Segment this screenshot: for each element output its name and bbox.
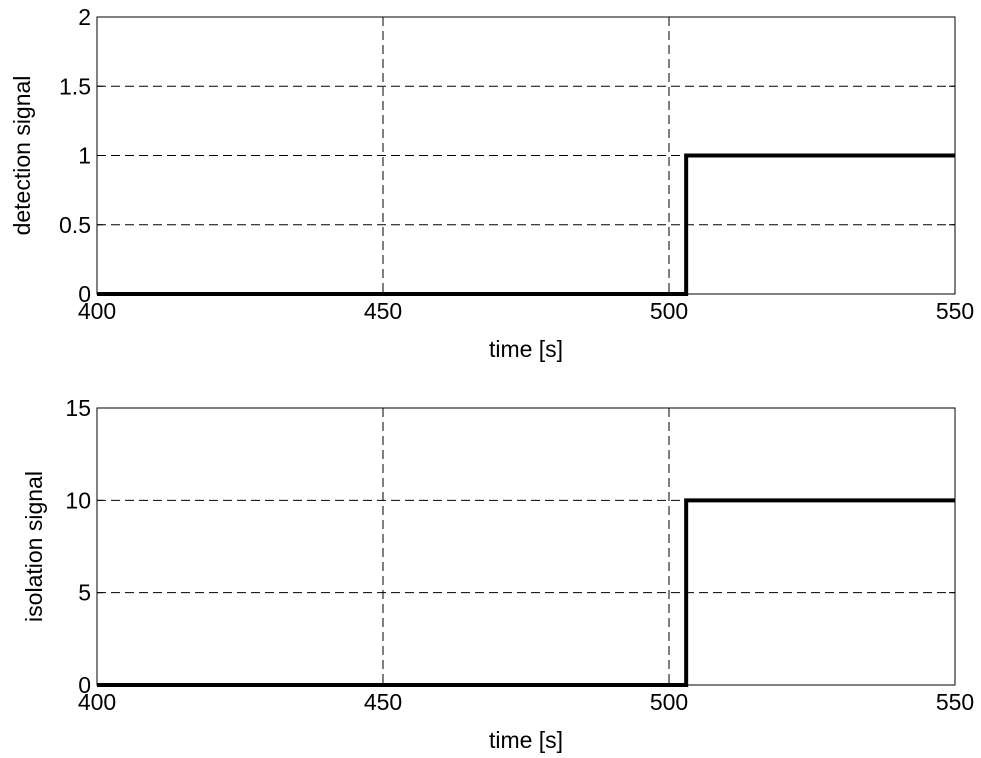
detection-y-ticks: 0 0.5 1 1.5 2 bbox=[59, 4, 955, 307]
detection-chart: 400 450 500 550 0 0.5 1 1.5 2 time [s] detectio… bbox=[9, 4, 974, 362]
isolation-x-tick-label-3: 550 bbox=[936, 689, 974, 715]
isolation-grid bbox=[97, 408, 955, 685]
detection-y-tick-label-1: 0.5 bbox=[59, 212, 91, 238]
detection-x-tick-label-0: 400 bbox=[78, 298, 116, 324]
isolation-x-axis-label: time [s] bbox=[489, 727, 563, 753]
detection-y-tick-label-4: 2 bbox=[78, 4, 91, 30]
isolation-x-tick-label-0: 400 bbox=[78, 689, 116, 715]
isolation-y-axis-label: isolation signal bbox=[21, 471, 47, 622]
isolation-y-tick-label-2: 10 bbox=[65, 487, 91, 513]
isolation-y-tick-label-3: 15 bbox=[65, 395, 91, 421]
detection-axes-frame bbox=[96, 16, 956, 295]
isolation-x-tick-label-2: 500 bbox=[650, 689, 688, 715]
isolation-axes-frame bbox=[96, 407, 956, 686]
detection-x-tick-label-1: 450 bbox=[364, 298, 402, 324]
detection-y-tick-label-3: 1.5 bbox=[59, 73, 91, 99]
detection-x-ticks: 400 450 500 550 bbox=[78, 17, 974, 324]
isolation-y-ticks: 0 5 10 15 bbox=[65, 395, 955, 698]
isolation-y-tick-label-1: 5 bbox=[78, 580, 91, 606]
detection-x-axis-label: time [s] bbox=[489, 336, 563, 362]
detection-y-tick-label-0: 0 bbox=[78, 281, 91, 307]
detection-x-tick-label-3: 550 bbox=[936, 298, 974, 324]
isolation-chart: 400 450 500 550 0 5 10 15 time [s] isolation s… bbox=[21, 395, 974, 753]
isolation-x-ticks: 400 450 500 550 bbox=[78, 408, 974, 715]
isolation-x-tick-label-1: 450 bbox=[364, 689, 402, 715]
detection-x-tick-label-2: 500 bbox=[650, 298, 688, 324]
detection-y-axis-label: detection signal bbox=[9, 76, 35, 236]
detection-y-tick-label-2: 1 bbox=[78, 143, 91, 169]
isolation-y-tick-label-0: 0 bbox=[78, 672, 91, 698]
